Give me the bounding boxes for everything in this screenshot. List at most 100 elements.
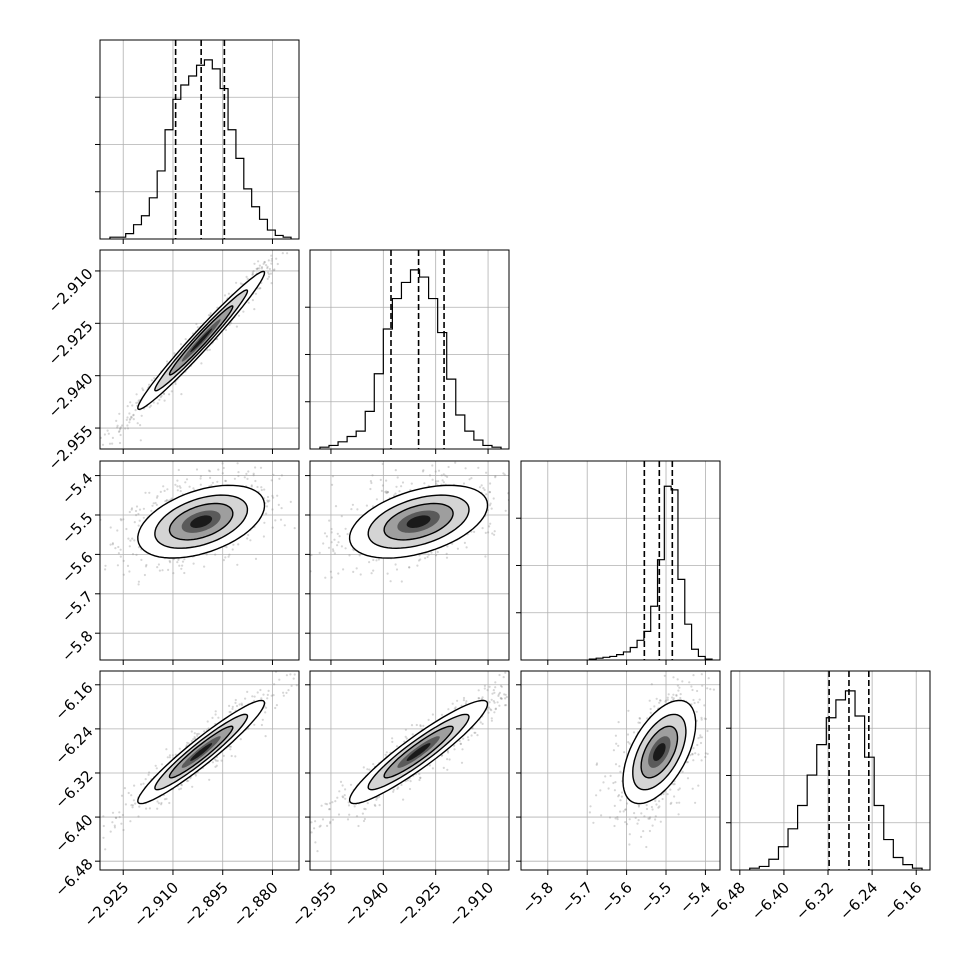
scatter-point [165,499,168,502]
scatter-point [108,442,112,445]
scatter-point [185,744,188,747]
histogram-panel-0 [95,39,300,244]
scatter-point [125,527,128,531]
histogram-panel-2 [516,460,721,665]
scatter-point [267,259,270,262]
scatter-point [120,794,124,797]
scatter-point [293,673,296,676]
scatter-point [154,764,157,767]
scatter-point [356,508,359,511]
scatter-point [232,543,235,546]
scatter-point [266,495,270,499]
scatter-point [111,811,115,814]
scatter-point [628,818,631,821]
scatter-point [268,273,271,276]
scatter-point [240,703,244,707]
scatter-point [117,430,121,433]
panel-frame [520,460,721,661]
scatter-point [205,553,208,556]
scatter-point [678,787,681,790]
scatter-point [267,500,270,503]
scatter-point [160,394,163,397]
scatter-point [646,717,649,720]
scatter-point [391,740,394,744]
scatter-point [263,260,266,264]
scatter-point [624,821,627,824]
scatter-point [151,504,154,507]
scatter-point [697,737,700,740]
scatter-point [454,706,457,709]
scatter-point [486,689,489,692]
scatter-point [450,425,452,427]
scatter-point [118,429,121,433]
scatter-point [478,697,481,700]
scatter-point [340,545,343,548]
scatter-point [224,479,228,483]
scatter-point [487,711,490,714]
scatter-point [234,755,237,758]
scatter-point [260,488,263,492]
scatter-point [256,485,259,489]
scatter-point [138,519,141,522]
panel-frame [309,670,510,871]
scatter-point [116,424,119,427]
scatter-point [494,707,497,710]
scatter-point [342,568,345,571]
scatter-panel-3-0 [95,670,300,875]
scatter-point [295,684,298,687]
scatter-point [115,419,118,422]
scatter-point [256,267,259,270]
scatter-point [430,551,433,554]
scatter-panel-1-0 [95,249,300,454]
scatter-point [619,770,622,773]
panel-frame [309,249,510,450]
scatter-point [179,490,182,493]
scatter-point [109,543,112,546]
scatter-point [207,469,211,472]
scatter-point [496,701,499,704]
scatter-point [466,736,470,739]
scatter-point [270,254,273,257]
scatter-point [364,808,367,811]
scatter-point [483,488,486,491]
scatter-point [178,788,181,791]
scatter-point [415,723,418,727]
scatter-point [178,747,181,750]
scatter-point [328,808,331,811]
scatter-point [206,720,209,723]
scatter-point [220,759,223,762]
scatter-point [363,817,366,821]
scatter-point [168,754,171,757]
scatter-point [124,803,127,806]
scatter-point [140,783,143,786]
scatter-point [375,498,378,501]
scatter-point [470,477,473,480]
scatter-point [694,801,697,804]
scatter-point [493,711,496,714]
scatter-point [272,694,275,697]
scatter-point [686,761,690,764]
scatter-point [355,815,359,818]
scatter-point [328,808,331,811]
scatter-point [346,533,349,536]
scatter-point [452,457,454,459]
scatter-point [229,710,232,714]
scatter-point [385,490,388,493]
scatter-point [120,519,123,522]
scatter-point [179,343,183,346]
scatter-point [440,754,443,757]
scatter-point [625,823,629,826]
scatter-point [289,500,292,503]
scatter-point [483,687,486,690]
scatter-point [536,482,538,484]
scatter-point [386,572,389,575]
scatter-point [592,821,595,824]
scatter-point [167,568,170,572]
scatter-point [380,489,383,492]
scatter-point [329,820,332,823]
scatter-point [327,546,331,549]
scatter-point [272,269,275,272]
scatter-point [251,456,253,458]
scatter-point [267,271,270,274]
scatter-point [516,513,518,515]
